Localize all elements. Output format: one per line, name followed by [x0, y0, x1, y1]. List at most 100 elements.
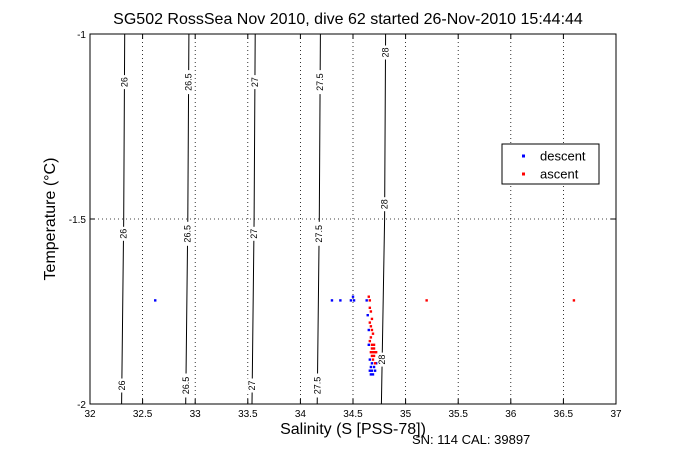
contour-label-27: 27: [250, 77, 260, 87]
descent-point: [368, 358, 372, 361]
ascent-point: [373, 362, 377, 365]
descent-point: [369, 373, 373, 376]
density-contour-27.5: [316, 33, 321, 405]
descent-point: [349, 299, 353, 302]
y-tick-label: -2: [77, 400, 86, 411]
contour-label-27.5: 27.5: [314, 225, 324, 243]
ascent-point: [369, 310, 373, 313]
contour-label-27.5: 27.5: [315, 73, 325, 91]
legend-marker-descent: [522, 154, 525, 158]
contour-label-26: 26: [118, 229, 128, 239]
descent-point: [371, 373, 375, 376]
ascent-point: [371, 351, 375, 354]
contour-label-26.5: 26.5: [181, 377, 191, 395]
x-axis-label: Salinity (S [PSS-78]): [280, 421, 426, 438]
ascent-point: [370, 328, 374, 332]
y-tick-label: -1.5: [69, 215, 87, 226]
x-tick-label: 34: [295, 409, 307, 420]
legend-label-ascent: ascent: [540, 167, 579, 182]
ascent-point: [371, 358, 375, 361]
contour-label-background: [315, 70, 326, 95]
contour-label-26.5: 26.5: [184, 73, 194, 91]
descent-point: [351, 295, 355, 298]
contour-label-26: 26: [117, 380, 127, 390]
contour-label-27.5: 27.5: [312, 377, 322, 395]
legend: descent ascent: [501, 143, 600, 185]
descent-point: [366, 314, 369, 317]
contour-label-27: 27: [247, 380, 257, 390]
ascent-point: [368, 339, 372, 343]
ascent-point: [572, 299, 576, 302]
contour-label-background: [380, 45, 391, 60]
x-tick-label: 37: [610, 409, 622, 420]
contour-label-background: [379, 197, 390, 212]
x-tick-label: 35.5: [448, 409, 468, 420]
ascent-point: [372, 347, 376, 350]
contour-label-28: 28: [381, 47, 391, 57]
ascent-point: [368, 299, 372, 302]
x-tick-label: 36: [505, 409, 517, 420]
contour-label-background: [183, 70, 194, 95]
descent-point: [373, 369, 377, 372]
contour-label-background: [247, 378, 258, 393]
contour-label-28: 28: [377, 355, 387, 365]
ascent-point: [370, 354, 374, 358]
ascent-point: [372, 354, 376, 358]
contour-label-background: [314, 221, 325, 246]
legend-label-descent: descent: [540, 149, 586, 164]
contour-label-background: [119, 75, 130, 90]
descent-point: [367, 328, 370, 332]
contour-label-27: 27: [249, 229, 259, 239]
ascent-point: [370, 343, 374, 346]
density-contour-28: [380, 33, 387, 405]
ascent-point: [369, 325, 373, 328]
density-contour-26.5: [185, 33, 190, 405]
descent-point: [154, 299, 157, 302]
ascent-point: [367, 295, 370, 298]
descent-point: [352, 299, 356, 302]
ascent-point: [372, 343, 376, 346]
y-axis-label: Temperature (°C): [42, 158, 59, 281]
contour-label-background: [180, 373, 191, 398]
x-tick-label: 32: [84, 409, 96, 420]
ascent-point: [371, 332, 375, 335]
x-tick-label: 34.5: [343, 409, 363, 420]
serial-calibration-footer: SN: 114 CAL: 39897: [412, 432, 530, 447]
x-tick-label: 33.5: [238, 409, 258, 420]
ascent-point: [369, 336, 373, 339]
x-tick-label: 35: [400, 409, 412, 420]
contour-label-background: [312, 373, 323, 398]
density-contour-27: [251, 33, 256, 405]
descent-point: [330, 299, 334, 302]
y-tick-label: -1: [77, 30, 86, 41]
density-contour-26: [121, 33, 126, 405]
contour-label-background: [116, 378, 127, 393]
contour-label-background: [248, 226, 259, 241]
descent-point: [365, 299, 368, 302]
contour-label-26.5: 26.5: [183, 225, 193, 243]
x-tick-label: 32.5: [133, 409, 153, 420]
contour-label-background: [182, 221, 193, 246]
contour-label-28: 28: [380, 199, 390, 209]
ascent-point: [368, 306, 372, 309]
plot-area: 26 26 26 26.5 26.5 26.5 27 27 27 27.5 27.5 27.5 28 28…: [69, 30, 622, 420]
contour-label-26: 26: [119, 77, 129, 87]
legend-marker-ascent: [522, 172, 525, 176]
x-tick-label: 36.5: [554, 409, 574, 420]
descent-point: [339, 299, 342, 302]
descent-point: [372, 365, 376, 369]
ascent-point: [370, 317, 374, 321]
ascent-point: [368, 321, 372, 324]
descent-point: [370, 362, 374, 365]
ascent-point: [425, 299, 428, 302]
contour-label-background: [118, 226, 129, 241]
legend-box: [501, 143, 600, 185]
descent-point: [367, 343, 370, 346]
descent-point: [370, 369, 374, 372]
descent-point: [369, 365, 373, 369]
ascent-point: [369, 351, 373, 354]
ascent-point: [374, 351, 378, 354]
contour-label-background: [377, 352, 388, 367]
ascent-point: [370, 347, 374, 350]
